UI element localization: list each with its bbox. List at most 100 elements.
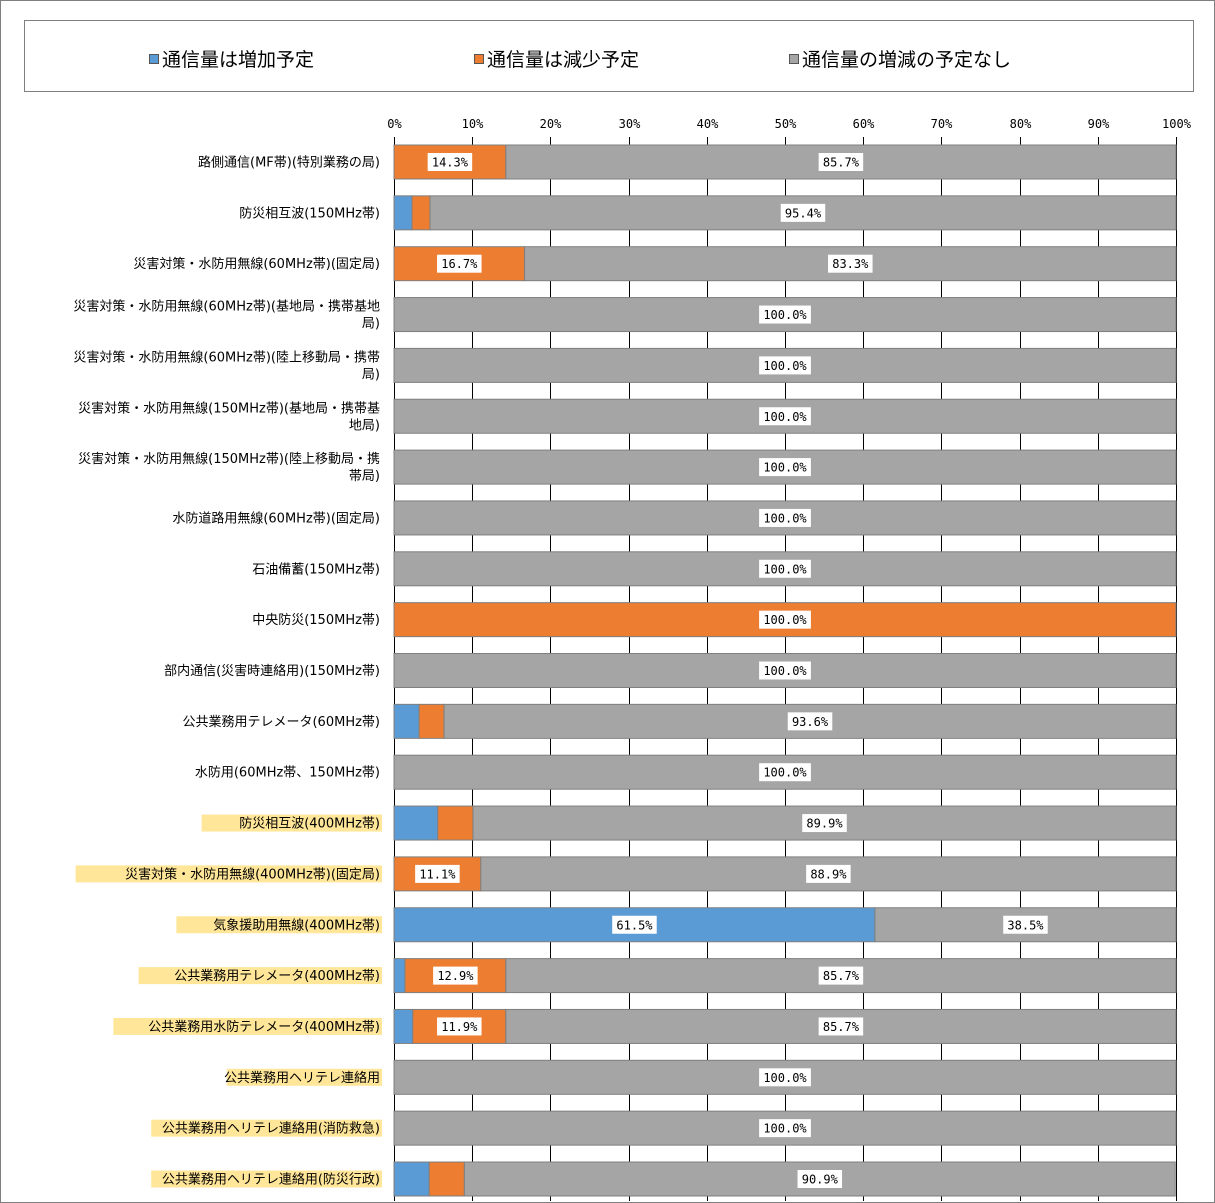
data-label-box: [818, 966, 864, 985]
data-label-box: [759, 610, 811, 629]
data-label: 11.9%: [441, 1020, 478, 1034]
bar-segment: [393, 1008, 414, 1044]
category-label: 防災相互波(150MHz帯): [239, 205, 380, 221]
x-tick-label: 60%: [853, 117, 875, 131]
data-label-box: [427, 153, 473, 171]
data-label: 14.3%: [432, 156, 469, 170]
data-label: 93.6%: [792, 715, 829, 729]
bar-segment: [393, 703, 420, 739]
legend-label-no-change: 通信量の増減の予定なし: [802, 49, 1012, 71]
data-label: 100.0%: [763, 461, 807, 475]
legend-item-increase: 通信量は増加予定: [149, 45, 314, 72]
data-label: 90.9%: [802, 1173, 839, 1187]
data-label-box: [612, 915, 657, 934]
category-label: 公共業務用テレメータ(400MHz帯): [174, 968, 380, 984]
category-label: 帯局): [349, 469, 380, 484]
data-label: 89.9%: [806, 817, 843, 831]
category-label: 気象援助用無線(400MHz帯): [213, 917, 380, 933]
x-tick-label: 50%: [775, 117, 797, 131]
data-label: 100.0%: [763, 308, 807, 322]
data-label: 95.4%: [785, 206, 822, 220]
category-label: 災害対策・水防用無線(60MHz帯)(固定局): [133, 256, 380, 272]
category-label: 災害対策・水防用無線(150MHz帯)(基地局・携帯基: [78, 400, 380, 416]
data-label-box: [818, 1017, 864, 1036]
data-label-box: [787, 712, 833, 731]
category-highlight: [113, 1017, 383, 1035]
legend-label-increase: 通信量は増加予定: [162, 49, 315, 71]
data-label: 100.0%: [763, 1122, 807, 1136]
data-label: 88.9%: [810, 867, 847, 881]
category-label: 局): [362, 317, 380, 332]
legend-swatch-increase: [149, 53, 159, 64]
data-label-box: [759, 661, 811, 680]
category-label: 公共業務用水防テレメータ(400MHz帯): [148, 1019, 380, 1035]
x-tick-label: 100%: [1162, 117, 1192, 131]
category-label: 防災相互波(400MHz帯): [239, 816, 380, 832]
category-highlight: [176, 916, 382, 934]
data-label: 11.1%: [419, 867, 456, 881]
data-label: 61.5%: [616, 918, 653, 932]
data-label: 12.9%: [437, 969, 474, 983]
category-label: 公共業務用テレメータ(60MHz帯): [182, 714, 380, 730]
data-label-box: [802, 814, 847, 833]
data-label-box: [818, 153, 864, 171]
category-label: 水防道路用無線(60MHz帯)(固定局): [172, 510, 380, 526]
category-highlight: [75, 865, 382, 883]
category-highlight: [138, 967, 382, 985]
x-tick-label: 90%: [1088, 117, 1110, 131]
bar-segment: [393, 805, 439, 841]
data-label: 85.7%: [823, 1020, 860, 1034]
category-label: 公共業務用ヘリテレ連絡用(防災行政): [162, 1172, 380, 1188]
bar-segment: [393, 1161, 430, 1197]
x-tick-label: 10%: [462, 117, 484, 131]
data-label-box: [759, 458, 811, 477]
category-label: 局): [362, 367, 380, 382]
data-label-box: [780, 203, 826, 222]
bar-segment: [393, 958, 406, 994]
category-highlight: [151, 1170, 382, 1188]
data-label: 100.0%: [763, 613, 807, 627]
data-label-box: [759, 1119, 811, 1138]
bar-segment: [418, 703, 445, 739]
data-label: 16.7%: [441, 257, 478, 271]
category-label: 公共業務用ヘリテレ連絡用: [224, 1070, 380, 1086]
x-tick-label: 40%: [697, 117, 719, 131]
bar-segment: [437, 805, 474, 841]
legend-item-no-change: 通信量の増減の予定なし: [789, 45, 1011, 72]
x-tick-label: 30%: [619, 117, 641, 131]
x-tick-label: 70%: [931, 117, 953, 131]
category-label: 災害対策・水防用無線(400MHz帯)(固定局): [125, 866, 380, 882]
data-label: 85.7%: [823, 969, 860, 983]
data-label-box: [437, 1017, 482, 1036]
data-label-box: [806, 864, 851, 883]
category-label: 災害対策・水防用無線(60MHz帯)(陸上移動局・携帯: [73, 349, 380, 365]
category-label: 路側通信(MF帯)(特別業務の局): [198, 155, 380, 171]
bar-segment: [480, 856, 1177, 892]
category-label: 災害対策・水防用無線(150MHz帯)(陸上移動局・携: [78, 451, 380, 467]
category-label: 公共業務用ヘリテレ連絡用(消防救急): [162, 1121, 380, 1137]
data-label: 85.7%: [823, 156, 860, 170]
category-label: 水防用(60MHz帯、150MHz帯): [195, 765, 380, 781]
data-label: 100.0%: [763, 766, 807, 780]
data-label-box: [1003, 915, 1048, 934]
data-label-box: [759, 305, 811, 324]
x-tick-label: 20%: [540, 117, 562, 131]
data-label: 38.5%: [1007, 918, 1044, 932]
data-label-box: [759, 763, 811, 782]
data-label: 100.0%: [763, 511, 807, 525]
category-label: 石油備蓄(150MHz帯): [252, 561, 380, 577]
legend: 通信量は増加予定 通信量は減少予定 通信量の増減の予定なし: [24, 20, 1194, 92]
x-tick-label: 0%: [387, 117, 402, 131]
category-label: 地局): [349, 418, 380, 433]
data-label-box: [759, 356, 811, 375]
data-label-box: [759, 407, 811, 426]
data-label-box: [415, 864, 460, 883]
bar-segment: [411, 195, 431, 231]
category-label: 中央防災(150MHz帯): [252, 612, 380, 628]
data-label-box: [797, 1170, 843, 1188]
legend-label-decrease: 通信量は減少予定: [487, 49, 640, 71]
legend-swatch-decrease: [474, 53, 484, 64]
data-label-box: [437, 254, 482, 273]
data-label-box: [759, 508, 811, 527]
